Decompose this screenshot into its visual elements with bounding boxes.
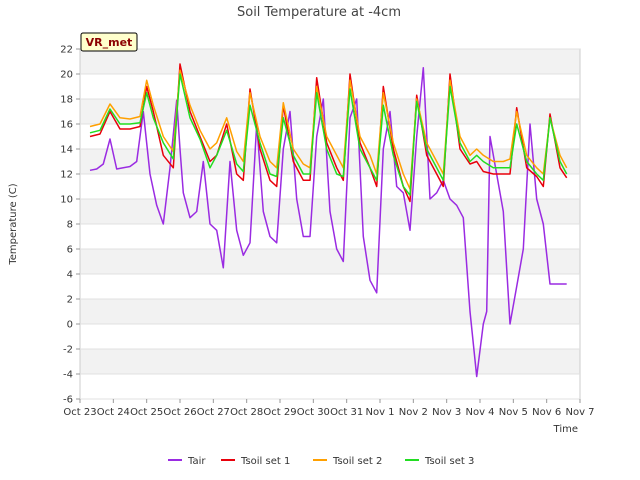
y-tick-label: -4 [63,370,73,381]
x-axis-ticks: Oct 23 Oct 24 Oct 25 Oct 26 Oct 27 Oct 28 Oct … [63,399,595,418]
series-line-tsoil-set-3 [89,73,568,196]
station-badge-box [80,32,138,52]
grid-band [80,124,580,149]
x-tick-label: Oct 24 [97,407,130,418]
x-tick-label: Oct 25 [130,407,163,418]
station-badge: VR_met [80,32,138,52]
chart-title: Soil Temperature at -4cm [237,5,401,20]
grid-band [80,299,580,324]
x-tick-label: Nov 2 [399,407,428,418]
x-tick-label: Nov 6 [532,407,561,418]
y-tick-label: 4 [67,270,73,281]
grid-band [80,99,580,124]
x-tick-label: Nov 4 [465,407,494,418]
legend-label: Tsoil set 1 [240,456,290,467]
x-tick-label: Oct 29 [263,407,296,418]
legend-label: Tair [187,456,206,467]
y-tick-label: -6 [63,395,73,406]
y-tick-label: 10 [60,195,73,206]
y-tick-label: 2 [67,295,73,306]
x-tick-label: Oct 31 [330,407,363,418]
y-tick-label: -2 [63,345,73,356]
grid-band [80,224,580,249]
x-tick-label: Nov 3 [432,407,461,418]
y-tick-label: 6 [67,245,73,256]
grid-band [80,324,580,349]
x-tick-label: Oct 28 [230,407,263,418]
y-tick-label: 18 [60,95,73,106]
legend: Tair Tsoil set 1 Tsoil set 2 Tsoil set 3 [168,456,474,467]
grid-band [80,274,580,299]
grid-band [80,374,580,399]
y-tick-label: 14 [60,145,73,156]
y-tick-label: 12 [60,170,73,181]
series-lines [89,63,568,378]
y-tick-label: 16 [60,120,73,131]
x-tick-label: Oct 26 [163,407,196,418]
grid-band [80,49,580,74]
y-tick-label: 0 [67,320,73,331]
x-tick-label: Oct 30 [297,407,330,418]
y-tick-label: 22 [60,45,73,56]
x-tick-label: Oct 23 [63,407,96,418]
x-tick-label: Oct 27 [197,407,230,418]
x-axis-label: Time [553,424,578,435]
y-axis-label: Temperature (C) [8,183,19,265]
y-tick-label: 8 [67,220,73,231]
legend-label: Tsoil set 2 [332,456,382,467]
grid-band [80,349,580,374]
legend-label: Tsoil set 3 [424,456,474,467]
x-tick-label: Nov 5 [499,407,528,418]
station-badge-label: VR_met [86,36,133,49]
x-tick-label: Nov 7 [565,407,594,418]
plot-background-bands [80,49,580,399]
grid-band [80,74,580,99]
grid-band [80,249,580,274]
y-tick-label: 20 [60,70,73,81]
x-tick-label: Nov 1 [365,407,394,418]
